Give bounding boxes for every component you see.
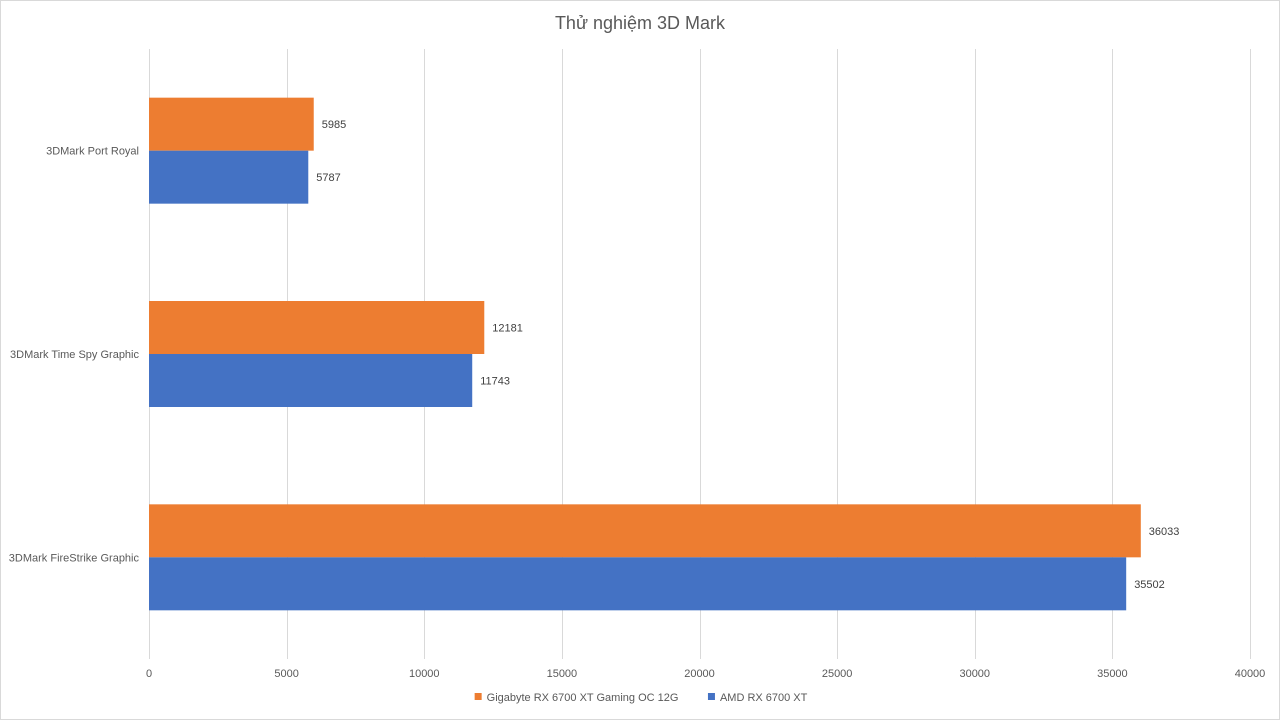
x-tick-label: 25000: [822, 668, 853, 680]
bar: [149, 150, 309, 204]
bar: [149, 557, 1127, 611]
legend-label: Gigabyte RX 6700 XT Gaming OC 12G: [487, 692, 679, 704]
data-label: 12181: [492, 323, 523, 335]
category-labels: 3DMark Port Royal 3DMark Time Spy Graphic…: [9, 146, 140, 565]
bar: [149, 504, 1141, 558]
x-axis-ticks: 0 5000 10000 15000 20000 25000 30000 35000 40000: [146, 668, 1265, 680]
x-tick-label: 5000: [274, 668, 298, 680]
bar: [149, 97, 314, 151]
data-labels: 5985 5787 12181 11743 36033 35502: [316, 119, 1179, 591]
legend: Gigabyte RX 6700 XT Gaming OC 12G AMD RX …: [474, 692, 808, 704]
bars: [149, 97, 1141, 611]
data-label: 11743: [480, 376, 510, 388]
category-label: 3DMark FireStrike Graphic: [9, 552, 140, 564]
x-tick-label: 40000: [1235, 668, 1266, 680]
x-tick-label: 15000: [547, 668, 578, 680]
legend-swatch: [474, 693, 482, 700]
chart-title: Thử nghiệm 3D Mark: [555, 13, 726, 33]
x-tick-label: 10000: [409, 668, 440, 680]
data-label: 5787: [316, 172, 340, 184]
x-tick-label: 30000: [959, 668, 990, 680]
category-label: 3DMark Time Spy Graphic: [10, 349, 139, 361]
data-label: 5985: [322, 119, 346, 131]
legend-swatch: [707, 693, 715, 700]
x-tick-label: 0: [146, 668, 152, 680]
data-label: 35502: [1134, 579, 1165, 591]
bar: [149, 301, 485, 354]
category-label: 3DMark Port Royal: [46, 146, 139, 158]
legend-label: AMD RX 6700 XT: [720, 692, 808, 704]
x-tick-label: 20000: [684, 668, 715, 680]
x-tick-label: 35000: [1097, 668, 1128, 680]
bar: [149, 354, 473, 407]
data-label: 36033: [1149, 526, 1180, 538]
